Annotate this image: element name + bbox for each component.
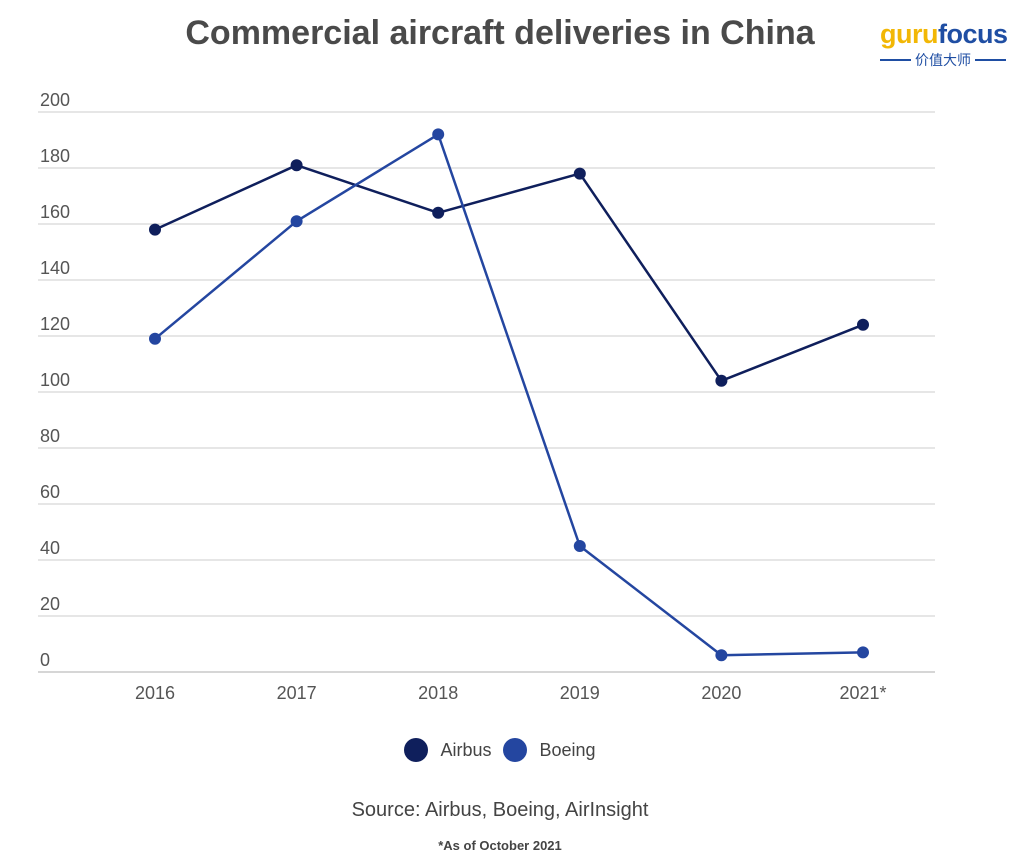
y-tick-label-200: 200 [40,90,70,110]
data-point-boeing-5[interactable] [857,646,869,659]
data-point-airbus-3[interactable] [573,167,586,180]
y-tick-label-40: 40 [40,538,60,558]
x-tick-label-1: 2017 [277,683,317,703]
data-point-boeing-3[interactable] [573,540,586,552]
legend-boeing-marker [503,738,528,762]
legend-item-boeing[interactable]: Boeing [503,738,596,762]
x-tick-label-0: 2016 [135,683,175,703]
data-point-airbus-0[interactable] [149,223,161,236]
legend-airbus-label: Airbus [440,739,492,760]
legend-boeing-label: Boeing [539,739,596,760]
x-tick-label-4: 2020 [701,683,741,703]
data-point-boeing-0[interactable] [149,332,161,345]
chart-title: Commercial aircraft deliveries in China [185,14,815,52]
logo-tagline: 价值大师 [915,52,971,68]
x-axis-ticks: 2016 2017 2018 2019 2020 2021* [135,683,887,703]
y-tick-label-180: 180 [40,146,70,166]
y-tick-label-20: 20 [40,594,60,614]
source-note: Source: Airbus, Boeing, AirInsight [351,799,649,821]
data-point-boeing-2[interactable] [432,128,445,141]
y-tick-label-120: 120 [40,314,70,334]
data-point-boeing-1[interactable] [290,215,303,228]
logo-tagline-row: 价值大师 [880,50,1006,70]
data-point-boeing-4[interactable] [715,649,728,662]
y-tick-label-160: 160 [40,202,70,222]
y-tick-label-80: 80 [40,426,60,446]
data-point-airbus-5[interactable] [857,318,869,331]
series-line-boeing [154,133,864,657]
y-tick-label-140: 140 [40,258,70,278]
gridlines [38,111,935,673]
y-tick-label-0: 0 [40,650,50,670]
y-axis-ticks: 0 20 40 60 80 100 120 140 160 180 200 [40,90,70,670]
data-point-airbus-1[interactable] [290,159,303,172]
x-tick-label-3: 2019 [560,683,600,703]
x-tick-label-2: 2018 [418,683,458,703]
series-group [149,128,869,662]
line-chart: 0 20 40 60 80 100 120 140 160 180 200 2016 2017 2018… [38,90,935,703]
series-line-airbus [154,163,864,383]
data-point-airbus-2[interactable] [432,206,445,219]
legend: Airbus Boeing [0,738,1000,762]
legend-item-airbus[interactable]: Airbus [404,738,491,762]
footnote: *As of October 2021 [438,838,562,853]
logo-guru-text: guru [880,19,939,49]
gurufocus-logo: gurufocus 价值大师 [880,19,1008,70]
logo-rule-right [975,59,1006,61]
logo-rule-left [880,59,911,61]
x-tick-label-5: 2021* [839,683,886,703]
y-tick-label-100: 100 [40,370,70,390]
data-point-airbus-4[interactable] [715,374,728,387]
y-tick-label-60: 60 [40,482,60,502]
logo-wordmark: gurufocus [880,19,1008,49]
logo-focus-text: focus [938,19,1008,49]
legend-airbus-marker [404,738,429,762]
